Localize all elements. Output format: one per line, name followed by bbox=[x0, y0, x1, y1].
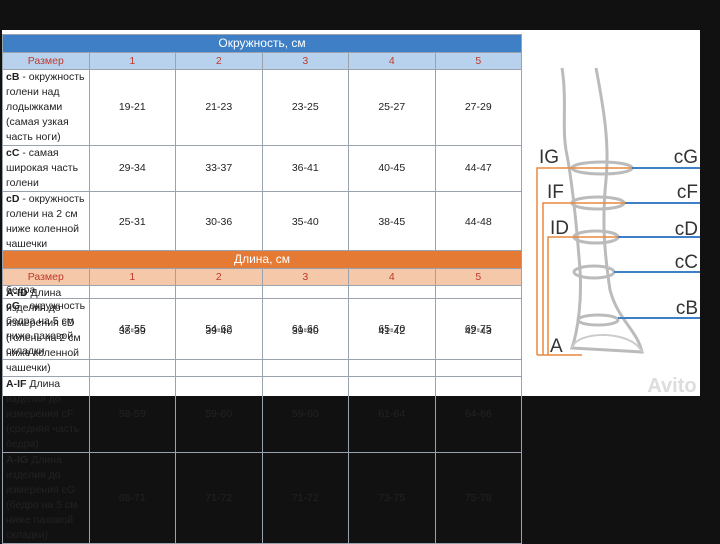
value-cell: 68-71 bbox=[88, 452, 176, 544]
watermark: Avito bbox=[647, 375, 696, 396]
value-cell: 61-64 bbox=[348, 376, 436, 453]
value-cell: 33-37 bbox=[175, 145, 263, 192]
value-cell: 38-39 bbox=[88, 285, 176, 377]
value-cell: 29-34 bbox=[88, 145, 176, 192]
value-cell: 27-29 bbox=[434, 69, 522, 146]
row: cD - окружность голени на 2 см ниже коле… bbox=[2, 191, 522, 253]
row: cC - самая широкая часть голени 29-34 33-3… bbox=[2, 145, 522, 192]
circumference-lines bbox=[614, 167, 700, 319]
description: - окружность голени над лодыжками (самая… bbox=[6, 71, 85, 143]
value-cell: 41-42 bbox=[348, 285, 436, 377]
code: A-IG bbox=[6, 454, 29, 466]
description-cell: cB - окружность голени над лодыжками (са… bbox=[2, 69, 90, 146]
description: Длина изделия до измерения cG (бедро на … bbox=[6, 454, 78, 541]
value-cell: 36-41 bbox=[261, 145, 349, 192]
code: A-ID bbox=[6, 287, 28, 299]
code: A-IF bbox=[6, 378, 27, 390]
value-cell: 40-45 bbox=[348, 145, 436, 192]
value-cell: 38-45 bbox=[348, 191, 436, 253]
label-cd: cD bbox=[675, 219, 698, 240]
value-cell: 44-48 bbox=[434, 191, 522, 253]
code: cB bbox=[6, 71, 20, 83]
description-cell: A-IG Длина изделия до измерения cG (бедр… bbox=[2, 452, 90, 544]
value-cell: 73-75 bbox=[348, 452, 436, 544]
label-cb: cB bbox=[676, 298, 698, 319]
value-cell: 42-43 bbox=[434, 285, 522, 377]
value-cell: 23-25 bbox=[261, 69, 349, 146]
value-cell: 59-60 bbox=[261, 376, 349, 453]
leg-diagram: IG IF ID A cG cF cD cC cB Avito bbox=[536, 67, 700, 396]
header-cell: 5 bbox=[434, 52, 522, 70]
length-table: Длина, см Размер 1 2 3 4 5 A-ID Длина изделия д… bbox=[2, 250, 522, 544]
header-cell: 2 bbox=[175, 268, 263, 286]
header-row: Размер 1 2 3 4 5 bbox=[2, 268, 522, 286]
value-cell: 59-60 bbox=[175, 376, 263, 453]
value-cell: 21-23 bbox=[175, 69, 263, 146]
table-title: Окружность, см bbox=[2, 34, 522, 53]
header-cell: 1 bbox=[88, 268, 176, 286]
row: A-IG Длина изделия до измерения cG (бедр… bbox=[2, 452, 522, 544]
header-cell: 3 bbox=[261, 52, 349, 70]
label-ig: IG bbox=[539, 147, 559, 168]
row: A-ID Длина изделия до измерения cD (голе… bbox=[2, 285, 522, 377]
page: Окружность, см Размер 1 2 3 4 5 cB - окружность… bbox=[2, 30, 700, 544]
length-lines bbox=[536, 167, 632, 356]
header-cell: 5 bbox=[434, 268, 522, 286]
label-a: A bbox=[550, 336, 563, 357]
value-cell: 75-78 bbox=[434, 452, 522, 544]
value-cell: 58-59 bbox=[88, 376, 176, 453]
title-row: Длина, см bbox=[2, 250, 522, 269]
header-cell: 3 bbox=[261, 268, 349, 286]
header-cell: 4 bbox=[348, 52, 436, 70]
value-cell: 44-47 bbox=[434, 145, 522, 192]
label-cf: cF bbox=[677, 182, 698, 203]
description-cell: A-ID Длина изделия до измерения cD (голе… bbox=[2, 285, 90, 377]
code: cC bbox=[6, 147, 20, 159]
header-cell: Размер bbox=[2, 52, 90, 70]
title-row: Окружность, см bbox=[2, 34, 522, 53]
description: - окружность голени на 2 см ниже коленно… bbox=[6, 193, 85, 250]
row: cB - окружность голени над лодыжками (са… bbox=[2, 69, 522, 146]
label-if: IF bbox=[547, 182, 564, 203]
value-cell: 39-40 bbox=[175, 285, 263, 377]
header-cell: 4 bbox=[348, 268, 436, 286]
description-cell: cC - самая широкая часть голени bbox=[2, 145, 90, 192]
value-cell: 30-36 bbox=[175, 191, 263, 253]
description-cell: cD - окружность голени на 2 см ниже коле… bbox=[2, 191, 90, 253]
row: A-IF Длина изделия до измерения cF (сред… bbox=[2, 376, 522, 453]
description: Длина изделия до измерения cD (голень на… bbox=[6, 287, 81, 374]
value-cell: 64-66 bbox=[434, 376, 522, 453]
label-cg: cG bbox=[674, 147, 698, 168]
header-cell: 2 bbox=[175, 52, 263, 70]
table-title: Длина, см bbox=[2, 250, 522, 269]
header-cell: 1 bbox=[88, 52, 176, 70]
code: cD bbox=[6, 193, 20, 205]
value-cell: 19-21 bbox=[88, 69, 176, 146]
description: - самая широкая часть голени bbox=[6, 147, 79, 189]
value-cell: 39-40 bbox=[261, 285, 349, 377]
value-cell: 25-27 bbox=[348, 69, 436, 146]
value-cell: 35-40 bbox=[261, 191, 349, 253]
description-cell: A-IF Длина изделия до измерения cF (сред… bbox=[2, 376, 90, 453]
header-cell: Размер bbox=[2, 268, 90, 286]
header-row: Размер 1 2 3 4 5 bbox=[2, 52, 522, 70]
foot bbox=[571, 334, 643, 353]
value-cell: 25-31 bbox=[88, 191, 176, 253]
value-cell: 71-72 bbox=[175, 452, 263, 544]
value-cell: 71-72 bbox=[261, 452, 349, 544]
label-cc: cC bbox=[675, 252, 698, 273]
label-id: ID bbox=[550, 218, 569, 239]
